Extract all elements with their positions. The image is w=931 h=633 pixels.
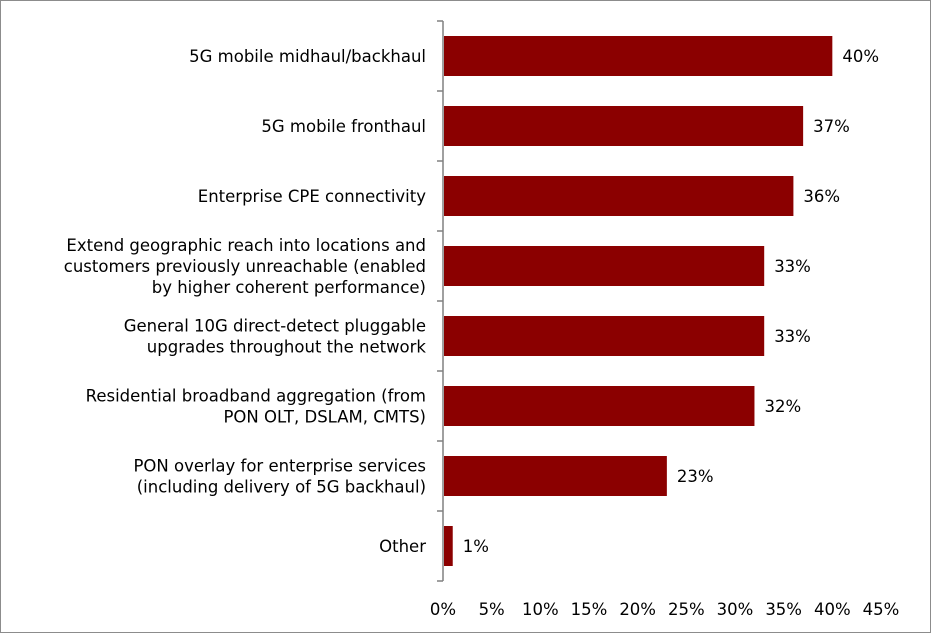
- category-label: Enterprise CPE connectivity: [198, 187, 426, 206]
- category-label-line: Other: [379, 537, 426, 556]
- x-tick-label: 30%: [717, 600, 754, 619]
- bar: [444, 106, 804, 146]
- category-label-line: 5G mobile fronthaul: [261, 117, 426, 136]
- category-label-line: PON OLT, DSLAM, CMTS): [223, 408, 426, 427]
- bar: [444, 36, 833, 76]
- x-tick-label: 10%: [522, 600, 559, 619]
- data-label: 23%: [677, 467, 714, 486]
- data-label: 37%: [813, 117, 850, 136]
- bar: [444, 176, 794, 216]
- category-label-line: General 10G direct-detect pluggable: [124, 317, 426, 336]
- category-label-line: upgrades throughout the network: [147, 338, 427, 357]
- tick-labels-group: 0% 5% 10% 15% 20% 25% 30% 35% 40% 45%: [430, 600, 899, 619]
- category-label-line: 5G mobile midhaul/backhaul: [189, 47, 426, 66]
- data-label: 33%: [774, 257, 811, 276]
- category-label: 5G mobile fronthaul: [261, 117, 426, 136]
- category-label-line: PON overlay for enterprise services: [133, 457, 426, 476]
- bars-group: [444, 36, 833, 566]
- category-label-line: Residential broadband aggregation (from: [86, 387, 426, 406]
- category-label: Residential broadband aggregation (from P…: [86, 387, 426, 427]
- x-tick-label: 5%: [479, 600, 505, 619]
- category-label: General 10G direct-detect pluggable upgra…: [124, 317, 427, 357]
- x-tick-label: 25%: [668, 600, 705, 619]
- category-label-line: (including delivery of 5G backhaul): [137, 478, 426, 497]
- bar: [444, 456, 667, 496]
- category-label: Extend geographic reach into locations a…: [64, 236, 426, 297]
- category-label: 5G mobile midhaul/backhaul: [189, 47, 426, 66]
- category-label: PON overlay for enterprise services (incl…: [133, 457, 426, 497]
- x-tick-label: 20%: [619, 600, 656, 619]
- category-label-line: customers previously unreachable (enable…: [64, 257, 426, 276]
- x-tick-label: 45%: [863, 600, 900, 619]
- value-labels-group: 40% 37% 36% 33% 33% 32% 23% 1%: [463, 47, 879, 556]
- data-label: 36%: [803, 187, 840, 206]
- bar: [444, 386, 755, 426]
- bar: [444, 246, 765, 286]
- bar: [444, 316, 765, 356]
- x-tick-label: 15%: [571, 600, 608, 619]
- x-tick-label: 35%: [765, 600, 802, 619]
- category-label-line: Enterprise CPE connectivity: [198, 187, 426, 206]
- category-label: Other: [379, 537, 426, 556]
- x-tick-label: 0%: [430, 600, 456, 619]
- axes-group: [437, 20, 444, 582]
- data-label: 40%: [842, 47, 879, 66]
- x-tick-label: 40%: [814, 600, 851, 619]
- category-label-line: by higher coherent performance): [152, 278, 426, 297]
- category-labels-group: 5G mobile midhaul/backhaul 5G mobile fron…: [64, 47, 427, 556]
- category-label-line: Extend geographic reach into locations a…: [66, 236, 426, 255]
- data-label: 1%: [463, 537, 489, 556]
- bar: [444, 526, 453, 566]
- data-label: 33%: [774, 327, 811, 346]
- data-label: 32%: [764, 397, 801, 416]
